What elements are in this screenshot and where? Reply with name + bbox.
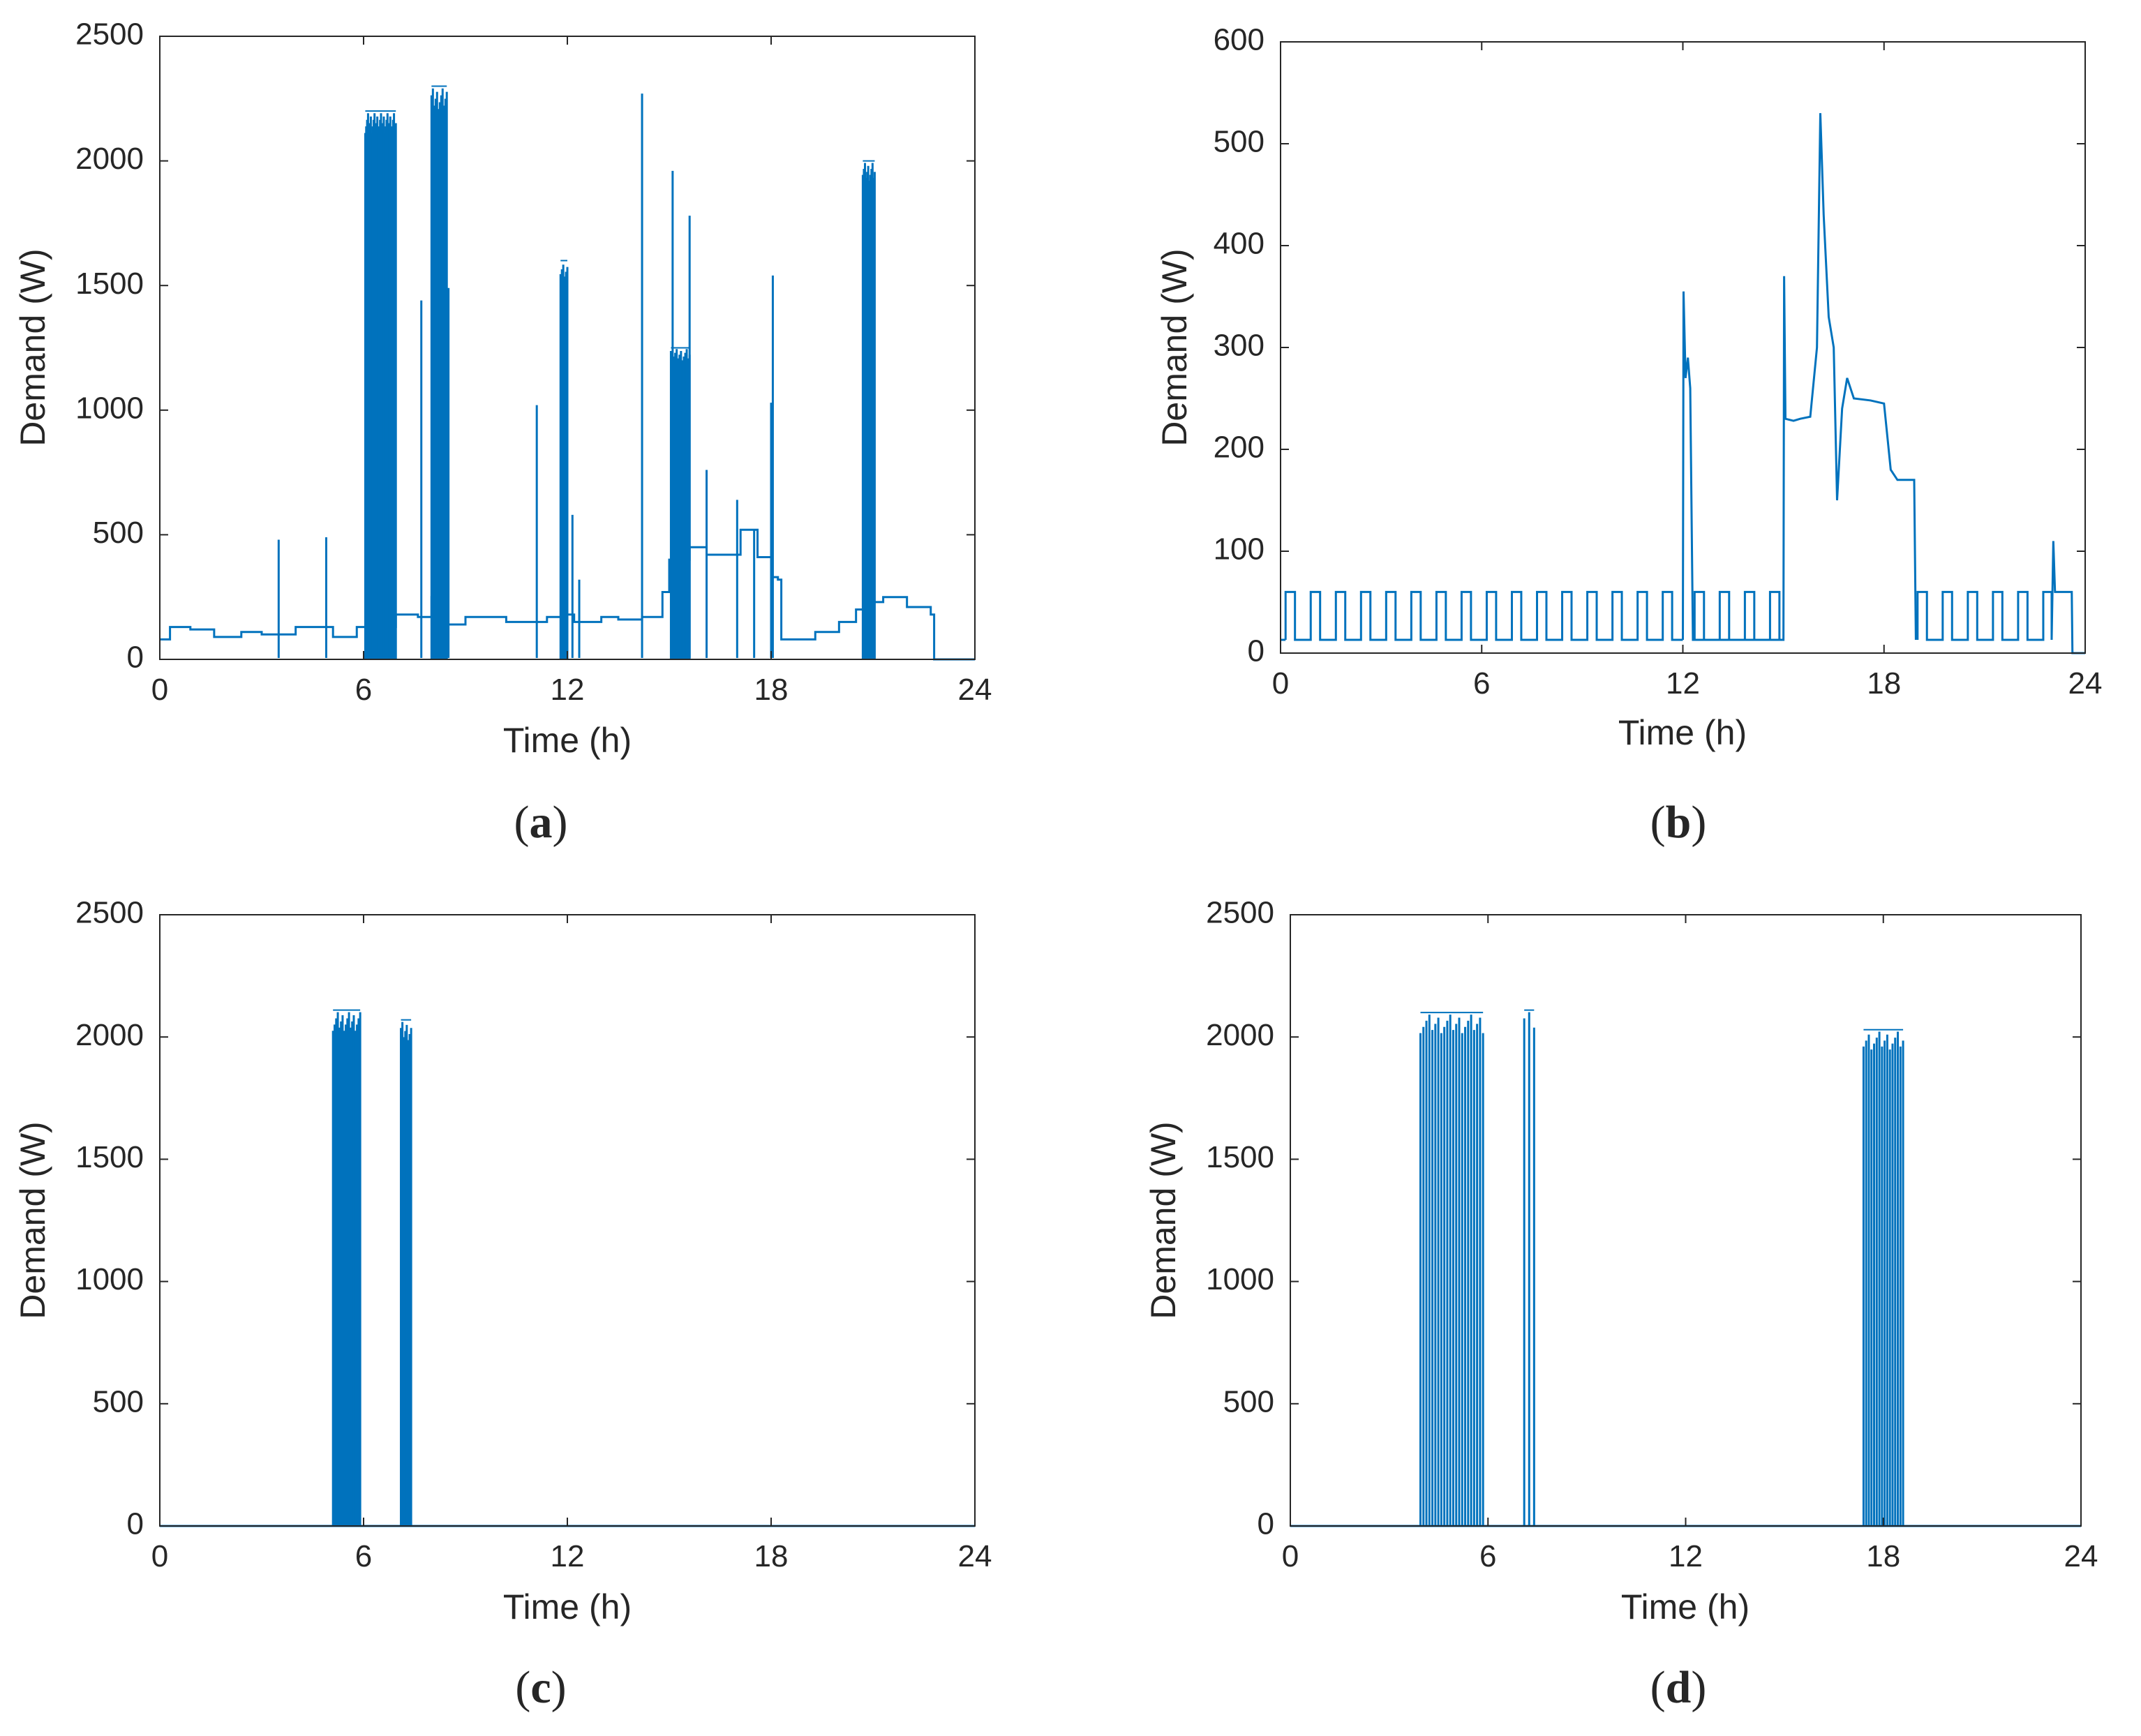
panel-c-xtick: 0 bbox=[151, 1539, 168, 1573]
panel-b-ytick: 100 bbox=[1214, 532, 1265, 567]
panel-c-xtick: 6 bbox=[355, 1539, 372, 1573]
series-events bbox=[1682, 113, 1917, 641]
panel-d-ytick: 2500 bbox=[1206, 896, 1274, 930]
panel-b-ytick: 0 bbox=[1248, 634, 1265, 668]
panel-c-xtick: 12 bbox=[551, 1539, 585, 1573]
burst bbox=[400, 1019, 412, 1526]
panel-b-tick-marks bbox=[1280, 41, 2086, 654]
panel-b-xtick: 12 bbox=[1666, 666, 1700, 701]
panel-b-x-axis-label: Time (h) bbox=[1618, 713, 1747, 752]
panel-c-ytick: 1000 bbox=[75, 1262, 144, 1296]
burst bbox=[364, 110, 397, 659]
burst bbox=[559, 260, 569, 659]
panel-b-ytick: 400 bbox=[1214, 227, 1265, 261]
panel-a-ytick: 2500 bbox=[75, 17, 144, 52]
panel-a-x-axis-label: Time (h) bbox=[503, 721, 632, 760]
panel-c-series bbox=[160, 1009, 975, 1527]
panel-a-xtick: 24 bbox=[958, 673, 992, 707]
panel-a-x-ticks: 0 6 12 18 24 bbox=[151, 673, 992, 707]
panel-c-y-axis-label: Demand (W) bbox=[13, 1121, 52, 1319]
panel-b-caption: (b) bbox=[1650, 797, 1707, 848]
panel-a-caption: (a) bbox=[514, 797, 568, 848]
panel-d-xtick: 6 bbox=[1479, 1539, 1496, 1573]
panel-a-xtick: 0 bbox=[151, 673, 168, 707]
panel-a-ytick: 1000 bbox=[75, 391, 144, 425]
burst bbox=[1862, 1028, 1904, 1526]
panel-b-ytick: 500 bbox=[1214, 125, 1265, 159]
panel-b-ytick: 200 bbox=[1214, 431, 1265, 465]
panel-b: 0 100 200 300 400 500 600 0 6 12 18 24 T… bbox=[1155, 23, 2102, 848]
panel-d-label: d bbox=[1666, 1662, 1692, 1713]
panel-d-ytick: 500 bbox=[1223, 1384, 1274, 1419]
series-cycling bbox=[1281, 590, 2053, 641]
panel-c-x-ticks: 0 6 12 18 24 bbox=[151, 1539, 992, 1573]
burst bbox=[861, 160, 876, 659]
panel-d: 0 500 1000 1500 2000 2500 0 6 12 18 24 T… bbox=[1144, 896, 2098, 1713]
panel-b-ytick: 600 bbox=[1214, 23, 1265, 57]
panel-d-ytick: 1500 bbox=[1206, 1140, 1274, 1174]
panel-d-y-ticks: 0 500 1000 1500 2000 2500 bbox=[1206, 896, 1274, 1541]
panel-c-label: c bbox=[530, 1662, 551, 1713]
panel-a-tick-marks bbox=[159, 36, 976, 660]
panel-a-xtick: 6 bbox=[355, 673, 372, 707]
panel-d-xtick: 0 bbox=[1282, 1539, 1299, 1573]
panel-d-caption: (d) bbox=[1650, 1662, 1707, 1713]
panel-a-series bbox=[160, 85, 975, 661]
panel-d-xtick: 24 bbox=[2064, 1539, 2098, 1573]
panel-b-xtick: 24 bbox=[2068, 666, 2103, 701]
panel-a-label: a bbox=[530, 797, 553, 848]
panel-d-xtick: 18 bbox=[1866, 1539, 1900, 1573]
panel-c-ytick: 1500 bbox=[75, 1140, 144, 1174]
panel-d-x-axis-label: Time (h) bbox=[1621, 1587, 1750, 1626]
burst bbox=[1419, 1012, 1484, 1526]
panel-d-x-ticks: 0 6 12 18 24 bbox=[1282, 1539, 2098, 1573]
panel-c-ytick: 0 bbox=[127, 1507, 144, 1541]
panel-d-ytick: 1000 bbox=[1206, 1262, 1274, 1296]
panel-b-xtick: 0 bbox=[1272, 666, 1289, 701]
panel-d-tick-marks bbox=[1290, 914, 2082, 1527]
panel-c-x-axis-label: Time (h) bbox=[503, 1587, 632, 1626]
panel-a-ytick: 500 bbox=[93, 516, 144, 550]
panel-a-y-axis-label: Demand (W) bbox=[13, 248, 52, 446]
panel-c-ytick: 500 bbox=[93, 1384, 144, 1419]
panel-b-x-ticks: 0 6 12 18 24 bbox=[1272, 666, 2103, 701]
panel-c-xtick: 18 bbox=[754, 1539, 789, 1573]
burst bbox=[669, 347, 691, 659]
panel-d-ytick: 2000 bbox=[1206, 1018, 1274, 1052]
panel-a: 0 500 1000 1500 2000 2500 0 6 12 18 24 T… bbox=[13, 17, 992, 848]
panel-a-ytick: 0 bbox=[127, 641, 144, 675]
panel-c-y-ticks: 0 500 1000 1500 2000 2500 bbox=[75, 896, 144, 1541]
panel-c-caption: (c) bbox=[515, 1662, 566, 1713]
panel-d-series bbox=[1290, 1009, 2081, 1527]
panel-c-ytick: 2500 bbox=[75, 896, 144, 930]
panel-a-xtick: 12 bbox=[551, 673, 585, 707]
burst bbox=[430, 85, 448, 659]
panel-b-y-axis-label: Demand (W) bbox=[1155, 248, 1194, 446]
panel-c-ytick: 2000 bbox=[75, 1018, 144, 1052]
panel-b-ytick: 300 bbox=[1214, 329, 1265, 363]
burst bbox=[331, 1009, 361, 1526]
burst bbox=[1523, 1009, 1535, 1526]
panel-a-ytick: 1500 bbox=[75, 267, 144, 301]
panel-b-xtick: 18 bbox=[1867, 666, 1901, 701]
panel-d-ytick: 0 bbox=[1258, 1507, 1274, 1541]
panel-c-xtick: 24 bbox=[958, 1539, 992, 1573]
panel-a-ytick: 2000 bbox=[75, 142, 144, 176]
panel-b-y-ticks: 0 100 200 300 400 500 600 bbox=[1214, 23, 1265, 668]
panel-a-xtick: 18 bbox=[754, 673, 789, 707]
panel-c: 0 500 1000 1500 2000 2500 0 6 12 18 24 T… bbox=[13, 896, 992, 1713]
panel-b-label: b bbox=[1666, 797, 1692, 848]
panel-d-y-axis-label: Demand (W) bbox=[1144, 1121, 1183, 1319]
panel-d-xtick: 12 bbox=[1669, 1539, 1703, 1573]
panel-c-tick-marks bbox=[159, 914, 976, 1527]
panel-b-xtick: 6 bbox=[1473, 666, 1490, 701]
series-baseline bbox=[160, 528, 975, 661]
panel-a-y-ticks: 0 500 1000 1500 2000 2500 bbox=[75, 17, 144, 675]
